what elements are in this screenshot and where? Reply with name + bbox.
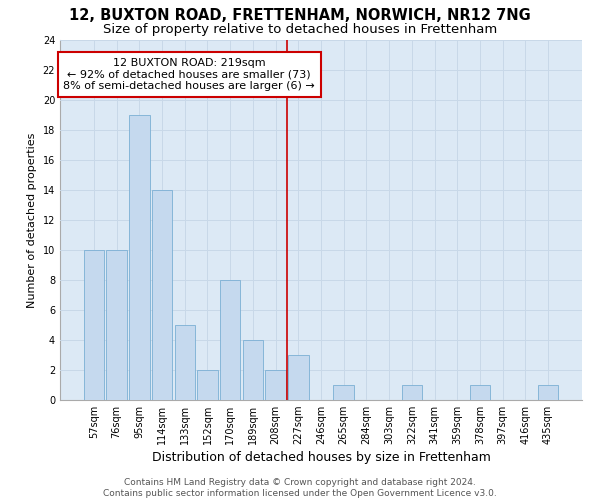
Bar: [129, 115, 149, 400]
Bar: [152, 190, 172, 400]
Text: 12, BUXTON ROAD, FRETTENHAM, NORWICH, NR12 7NG: 12, BUXTON ROAD, FRETTENHAM, NORWICH, NR…: [69, 8, 531, 22]
Bar: [265, 370, 286, 400]
Y-axis label: Number of detached properties: Number of detached properties: [27, 132, 37, 308]
Bar: [401, 385, 422, 400]
Bar: [84, 250, 104, 400]
Bar: [175, 325, 195, 400]
Bar: [197, 370, 218, 400]
Bar: [220, 280, 241, 400]
Text: Contains HM Land Registry data © Crown copyright and database right 2024.
Contai: Contains HM Land Registry data © Crown c…: [103, 478, 497, 498]
Bar: [288, 355, 308, 400]
Text: Size of property relative to detached houses in Frettenham: Size of property relative to detached ho…: [103, 22, 497, 36]
Bar: [470, 385, 490, 400]
X-axis label: Distribution of detached houses by size in Frettenham: Distribution of detached houses by size …: [152, 452, 490, 464]
Text: 12 BUXTON ROAD: 219sqm
← 92% of detached houses are smaller (73)
8% of semi-deta: 12 BUXTON ROAD: 219sqm ← 92% of detached…: [64, 58, 315, 91]
Bar: [242, 340, 263, 400]
Bar: [538, 385, 558, 400]
Bar: [334, 385, 354, 400]
Bar: [106, 250, 127, 400]
